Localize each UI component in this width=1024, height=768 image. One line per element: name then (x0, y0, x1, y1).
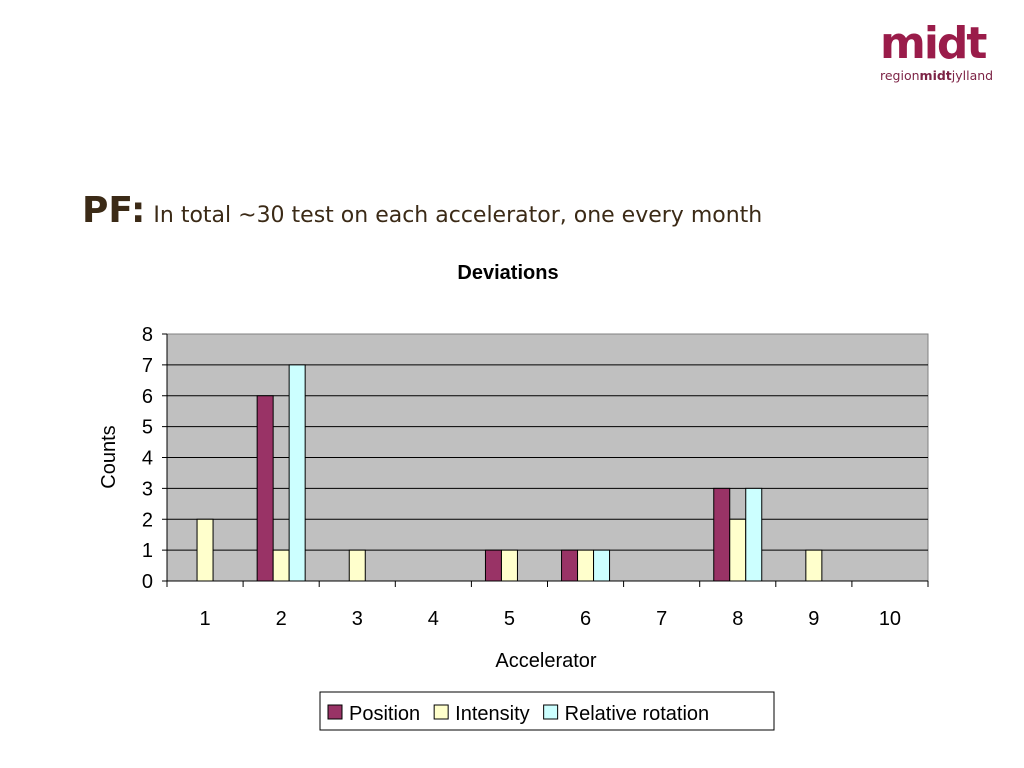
x-tick-labels: 1 2 3 4 5 6 7 8 9 10 (199, 608, 901, 630)
bars (196, 364, 823, 582)
legend-swatch (543, 704, 559, 720)
y-axis-label: Counts (98, 425, 120, 488)
logo-sub-jylland: jylland (951, 68, 994, 83)
y-tick-label: 2 (142, 509, 153, 531)
bar-intensity (577, 549, 595, 582)
bar-relative-rotation (593, 549, 611, 582)
chart-title: Deviations (457, 262, 558, 284)
slide-title: PF: In total ~30 test on each accelerator… (82, 190, 762, 231)
x-tick-label: 9 (808, 608, 819, 630)
bar-position (561, 549, 579, 582)
logo-sub-region: region (880, 68, 920, 83)
logo-subtitle: regionmidtjylland (880, 68, 1010, 83)
bar-position (484, 549, 502, 582)
x-tick-label: 7 (656, 608, 667, 630)
x-axis-label: Accelerator (495, 650, 596, 672)
axes (162, 333, 929, 587)
logo-sub-midt: midt (919, 68, 952, 83)
x-tick-label: 8 (732, 608, 743, 630)
bar-intensity (500, 549, 518, 582)
x-tick-label: 1 (199, 608, 210, 630)
bar-intensity (348, 549, 366, 582)
bar-intensity (729, 518, 747, 582)
bar-intensity (196, 518, 214, 582)
legend-label: Intensity (455, 703, 529, 725)
logo-mark: midt (880, 18, 987, 69)
y-tick-label: 3 (142, 478, 153, 500)
legend-swatch (433, 704, 449, 720)
midt-logo: midt regionmidtjylland (880, 22, 1010, 84)
bar-position (256, 395, 274, 582)
y-tick-label: 5 (142, 417, 153, 439)
y-tick-label: 4 (142, 448, 153, 470)
x-tick-label: 3 (352, 608, 363, 630)
bar-relative-rotation (745, 487, 763, 582)
y-tick-label: 8 (142, 324, 153, 346)
bar-intensity (805, 549, 823, 582)
x-tick-label: 10 (879, 608, 901, 630)
y-tick-labels: 0 1 2 3 4 5 6 7 8 (142, 324, 153, 593)
bar-intensity (272, 549, 290, 582)
x-tick-label: 2 (276, 608, 287, 630)
x-tick-label: 6 (580, 608, 591, 630)
y-tick-label: 6 (142, 386, 153, 408)
y-tick-label: 0 (142, 571, 153, 593)
legend: Position Intensity Relative rotation (319, 691, 775, 731)
legend-label: Position (349, 703, 420, 725)
x-tick-label: 4 (428, 608, 439, 630)
bar-position (713, 487, 731, 582)
slide-title-prefix: PF: (82, 190, 146, 231)
x-tick-label: 5 (504, 608, 515, 630)
legend-swatch (327, 704, 343, 720)
y-tick-label: 1 (142, 540, 153, 562)
y-tick-label: 7 (142, 355, 153, 377)
legend-label: Relative rotation (565, 703, 710, 725)
slide-title-text: In total ~30 test on each accelerator, o… (153, 203, 763, 228)
bar-relative-rotation (288, 364, 306, 582)
